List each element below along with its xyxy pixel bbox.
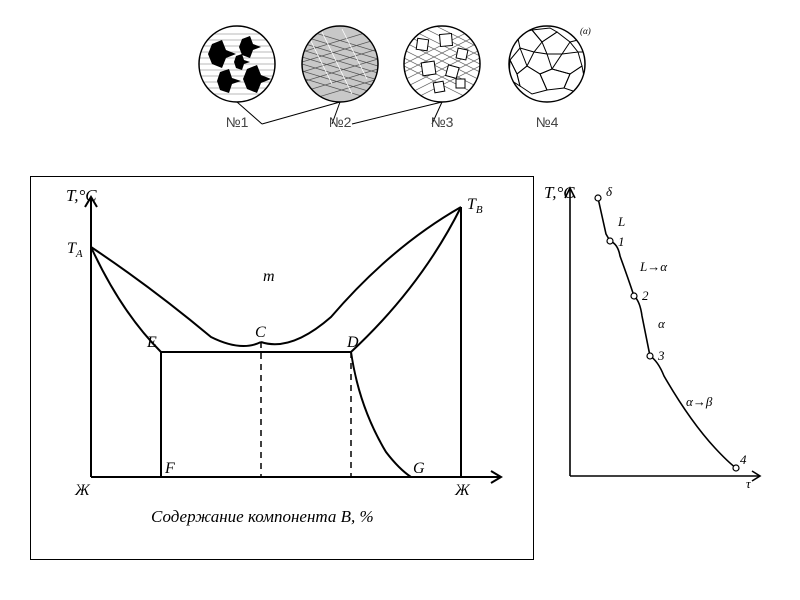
cooling-pt-2: 2 xyxy=(642,288,649,303)
svg-text:(α): (α) xyxy=(580,26,591,36)
micro-4: (α) xyxy=(509,26,591,102)
point-ZhL: Ж xyxy=(74,482,91,499)
cooling-pt-4: 4 xyxy=(740,452,747,467)
cooling-seg-La: L→α xyxy=(639,259,668,274)
point-TA: TA xyxy=(67,240,83,260)
micro-label-2: №2 xyxy=(310,114,370,130)
cooling-y-label: T,°C xyxy=(544,183,575,202)
point-C: C xyxy=(255,324,266,341)
region-m: m xyxy=(263,268,275,285)
cooling-pt-3: 3 xyxy=(657,348,665,363)
cooling-curve-svg: T,°C δ 1 2 3 4 L L→α α α→β τ xyxy=(540,176,776,558)
point-G: G xyxy=(413,460,425,477)
cooling-pt-1: 1 xyxy=(618,234,625,249)
cooling-seg-L: L xyxy=(617,214,625,229)
cooling-tau: τ xyxy=(746,476,752,491)
cooling-pt-delta: δ xyxy=(606,184,613,199)
micro-label-1: №1 xyxy=(207,114,267,130)
y-axis-label: T,°C xyxy=(66,186,97,205)
micro-label-4: №4 xyxy=(517,114,577,130)
point-E: E xyxy=(146,334,157,351)
cooling-curve: T,°C δ 1 2 3 4 L L→α α α→β τ xyxy=(540,176,776,558)
phase-diagram: T,°C TA TB E C D F G Ж Ж m Содержание ко… xyxy=(30,176,534,560)
point-TB: TB xyxy=(467,196,483,216)
point-D: D xyxy=(346,334,359,351)
micro-1 xyxy=(199,26,275,102)
micro-2 xyxy=(302,24,378,102)
micro-3 xyxy=(404,24,480,104)
point-ZhR: Ж xyxy=(454,482,471,499)
point-F: F xyxy=(164,460,175,477)
cooling-seg-ab: α→β xyxy=(686,394,713,409)
cooling-seg-a: α xyxy=(658,316,666,331)
x-axis-caption: Содержание компонента B, % xyxy=(151,507,374,526)
microstructure-labels: №1 №2 №3 №4 xyxy=(192,114,622,134)
micro-label-3: №3 xyxy=(412,114,472,130)
phase-diagram-svg: T,°C TA TB E C D F G Ж Ж m Содержание ко… xyxy=(31,177,533,559)
